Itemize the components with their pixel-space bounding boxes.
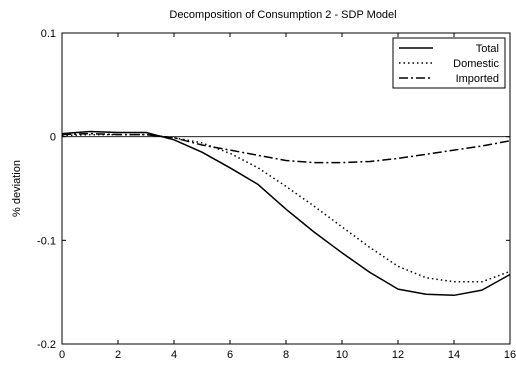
legend-box: [392, 37, 506, 89]
x-tick-label: 12: [392, 349, 404, 361]
legend: Total Domestic Imported: [392, 37, 506, 89]
y-axis-label: % deviation: [11, 160, 23, 217]
chart-title: Decomposition of Consumption 2 - SDP Mod…: [169, 9, 396, 21]
x-tick-label: 14: [448, 349, 460, 361]
x-tick-label: 8: [283, 349, 289, 361]
series-line-total: [61, 130, 511, 297]
series-lines: [61, 130, 511, 297]
x-tick-label: 16: [504, 349, 516, 361]
legend-label-total: Total: [476, 43, 499, 55]
y-tick-label: 0: [50, 132, 56, 144]
x-tick-label: 2: [115, 349, 121, 361]
x-tick-label: 6: [227, 349, 233, 361]
x-tick-label: 10: [336, 349, 348, 361]
legend-label-domestic: Domestic: [453, 58, 499, 70]
x-tick-label: 4: [171, 349, 177, 361]
series-line-imported: [61, 132, 511, 164]
y-tick-label: -0.1: [37, 235, 56, 247]
x-tick-label: 0: [59, 349, 65, 361]
y-tick-label: 0.1: [41, 28, 56, 40]
legend-label-imported: Imported: [456, 73, 499, 85]
y-tick-label: -0.2: [37, 339, 56, 351]
axis-ticks: 0 2 4 6 8 10 12 14 16 0.1 0 -0.1 -0.2: [37, 28, 516, 361]
